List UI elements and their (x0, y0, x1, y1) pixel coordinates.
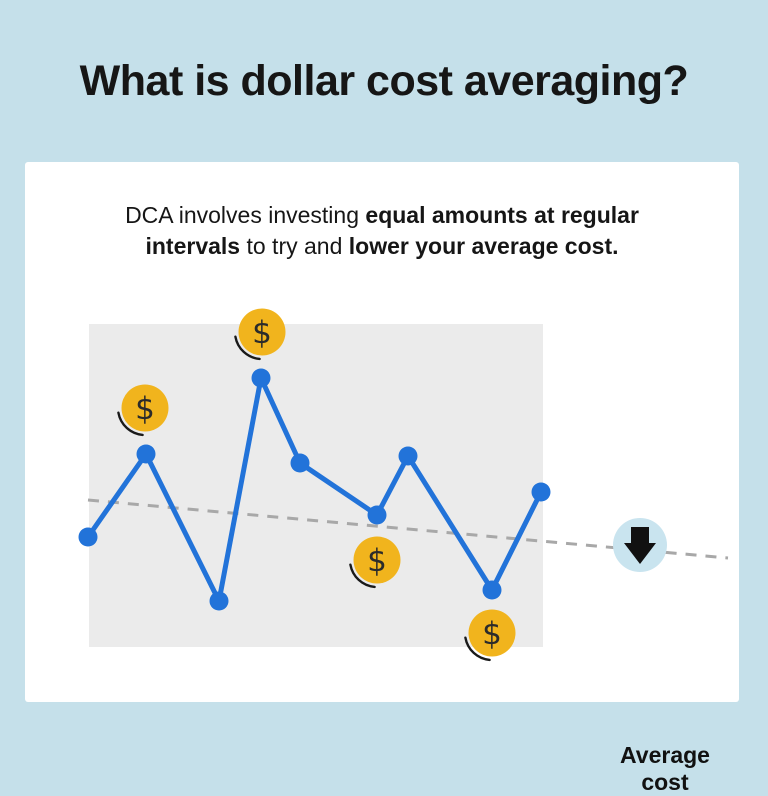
subtitle-text: to try and (240, 232, 349, 259)
subtitle-text-bold: lower your average cost. (348, 232, 619, 259)
content-card: DCA involves investing equal amounts at … (25, 162, 739, 795)
average-cost-label-line2: cost (641, 769, 689, 796)
average-cost-label: Average cost (600, 742, 730, 796)
subtitle-text-bold: equal amounts at regular intervals (145, 202, 646, 259)
subtitle: DCA involves investing equal amounts at … (82, 200, 682, 261)
subtitle-text: DCA involves investing (125, 202, 366, 228)
page-title: What is dollar cost averaging? (79, 57, 689, 105)
average-cost-label-line1: Average (620, 742, 710, 768)
